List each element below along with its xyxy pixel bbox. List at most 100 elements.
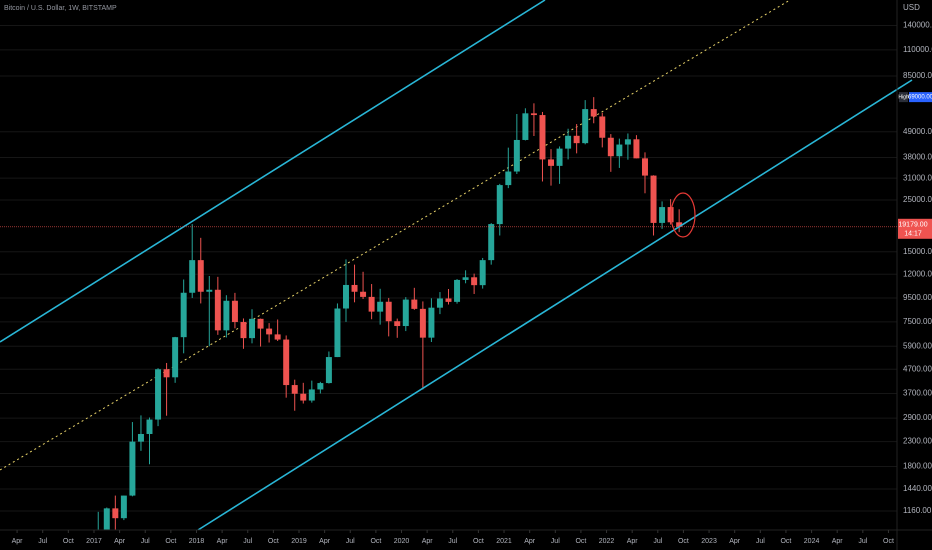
countdown-label: 14:17	[904, 231, 922, 238]
last-price-badge	[898, 218, 932, 239]
last-price-label: 19179.00	[898, 222, 927, 229]
candle-body	[633, 139, 640, 159]
highlight-ellipse	[670, 192, 696, 238]
x-tick-label: Oct	[165, 538, 176, 545]
x-tick-label: 2021	[496, 538, 512, 545]
candle-body	[616, 144, 623, 157]
candle-body	[419, 308, 426, 338]
candle-body	[479, 260, 486, 286]
x-tick-label: 2022	[599, 538, 615, 545]
lower-channel	[197, 79, 913, 531]
y-tick-label: 2900.00	[903, 413, 932, 422]
candle-body	[462, 277, 469, 280]
y-tick-label: 25000.00	[903, 195, 932, 204]
high-price-label: 69000.00	[908, 95, 932, 101]
x-tick-label: Jul	[756, 538, 765, 545]
candle-body	[471, 277, 478, 286]
y-tick-label: 9500.00	[903, 293, 932, 302]
x-tick-label: Oct	[678, 538, 689, 545]
candle-body	[197, 260, 204, 292]
candle-body	[325, 357, 332, 384]
x-tick-label: Jul	[858, 538, 867, 545]
x-tick-label: Jul	[141, 538, 150, 545]
x-tick-label: Apr	[114, 538, 126, 545]
candle-body	[351, 284, 358, 292]
candle-body	[112, 508, 119, 519]
high-text: High	[898, 94, 909, 100]
candle-body	[223, 300, 230, 331]
candle-body	[582, 109, 589, 144]
candle-body	[496, 185, 503, 225]
candle-body	[257, 318, 264, 329]
candle-body	[539, 115, 546, 160]
candle-body	[530, 113, 537, 116]
candle-body	[274, 334, 281, 340]
candle-body	[300, 393, 307, 401]
candle-body	[249, 318, 256, 339]
drawings	[0, 0, 791, 471]
x-tick-label: 2018	[189, 538, 205, 545]
candle-body	[146, 419, 153, 434]
upper-channel	[0, 0, 546, 343]
candle-body	[291, 385, 298, 394]
mid-channel	[0, 0, 791, 471]
x-tick-label: Apr	[217, 538, 229, 545]
candle-body	[308, 389, 315, 401]
x-tick-label: 2023	[701, 538, 717, 545]
x-tick-label: Oct	[370, 538, 381, 545]
y-tick-label: 7500.00	[903, 317, 932, 326]
candle-body	[488, 224, 495, 261]
x-tick-label: Oct	[268, 538, 279, 545]
candle-body	[548, 159, 555, 166]
candle-body	[436, 298, 443, 308]
candle-body	[522, 113, 529, 140]
candle-body	[360, 291, 367, 297]
candles	[95, 97, 683, 530]
x-tick-label: Apr	[422, 538, 434, 545]
x-tick-label: 2017	[86, 538, 102, 545]
candle-body	[317, 383, 324, 390]
candle-body	[505, 171, 512, 186]
x-tick-label: Oct	[473, 538, 484, 545]
x-tick-label: Apr	[832, 538, 844, 545]
candle-body	[650, 175, 657, 223]
x-tick-label: 2019	[291, 538, 307, 545]
candle-body	[590, 109, 597, 117]
x-tick-label: Apr	[319, 538, 331, 545]
candle-body	[103, 508, 110, 530]
candle-body	[513, 139, 520, 172]
candle-body	[266, 328, 273, 335]
candle-body	[411, 299, 418, 309]
candle-body	[556, 148, 563, 166]
candle-body	[402, 299, 409, 327]
candle-body	[155, 369, 162, 420]
y-tick-label: 15000.00	[903, 247, 932, 256]
x-tick-label: Oct	[63, 538, 74, 545]
y-tick-label: 49000.00	[903, 127, 932, 136]
x-tick-label: Apr	[12, 538, 24, 545]
candle-body	[334, 308, 341, 358]
candle-body	[377, 301, 384, 312]
candle-body	[368, 296, 375, 312]
candle-body	[607, 137, 614, 157]
x-tick-label: Apr	[729, 538, 741, 545]
candle-body	[137, 433, 144, 442]
y-tick-label: 5900.00	[903, 341, 932, 350]
candle-body	[659, 207, 666, 223]
x-tick-label: Jul	[243, 538, 252, 545]
candle-body	[624, 139, 631, 145]
y-tick-label: 2300.00	[903, 437, 932, 446]
candle-body	[163, 369, 170, 378]
x-tick-label: Apr	[627, 538, 639, 545]
high-badge	[899, 92, 908, 103]
candle-body	[676, 222, 683, 227]
y-tick-label: 110000.00	[903, 45, 932, 54]
x-tick-label: Jul	[38, 538, 47, 545]
y-tick-label: 1160.00	[903, 506, 932, 515]
candle-body	[385, 301, 392, 322]
candle-body	[641, 158, 648, 176]
candle-body	[565, 135, 572, 149]
y-tick-label: 31000.00	[903, 173, 932, 182]
